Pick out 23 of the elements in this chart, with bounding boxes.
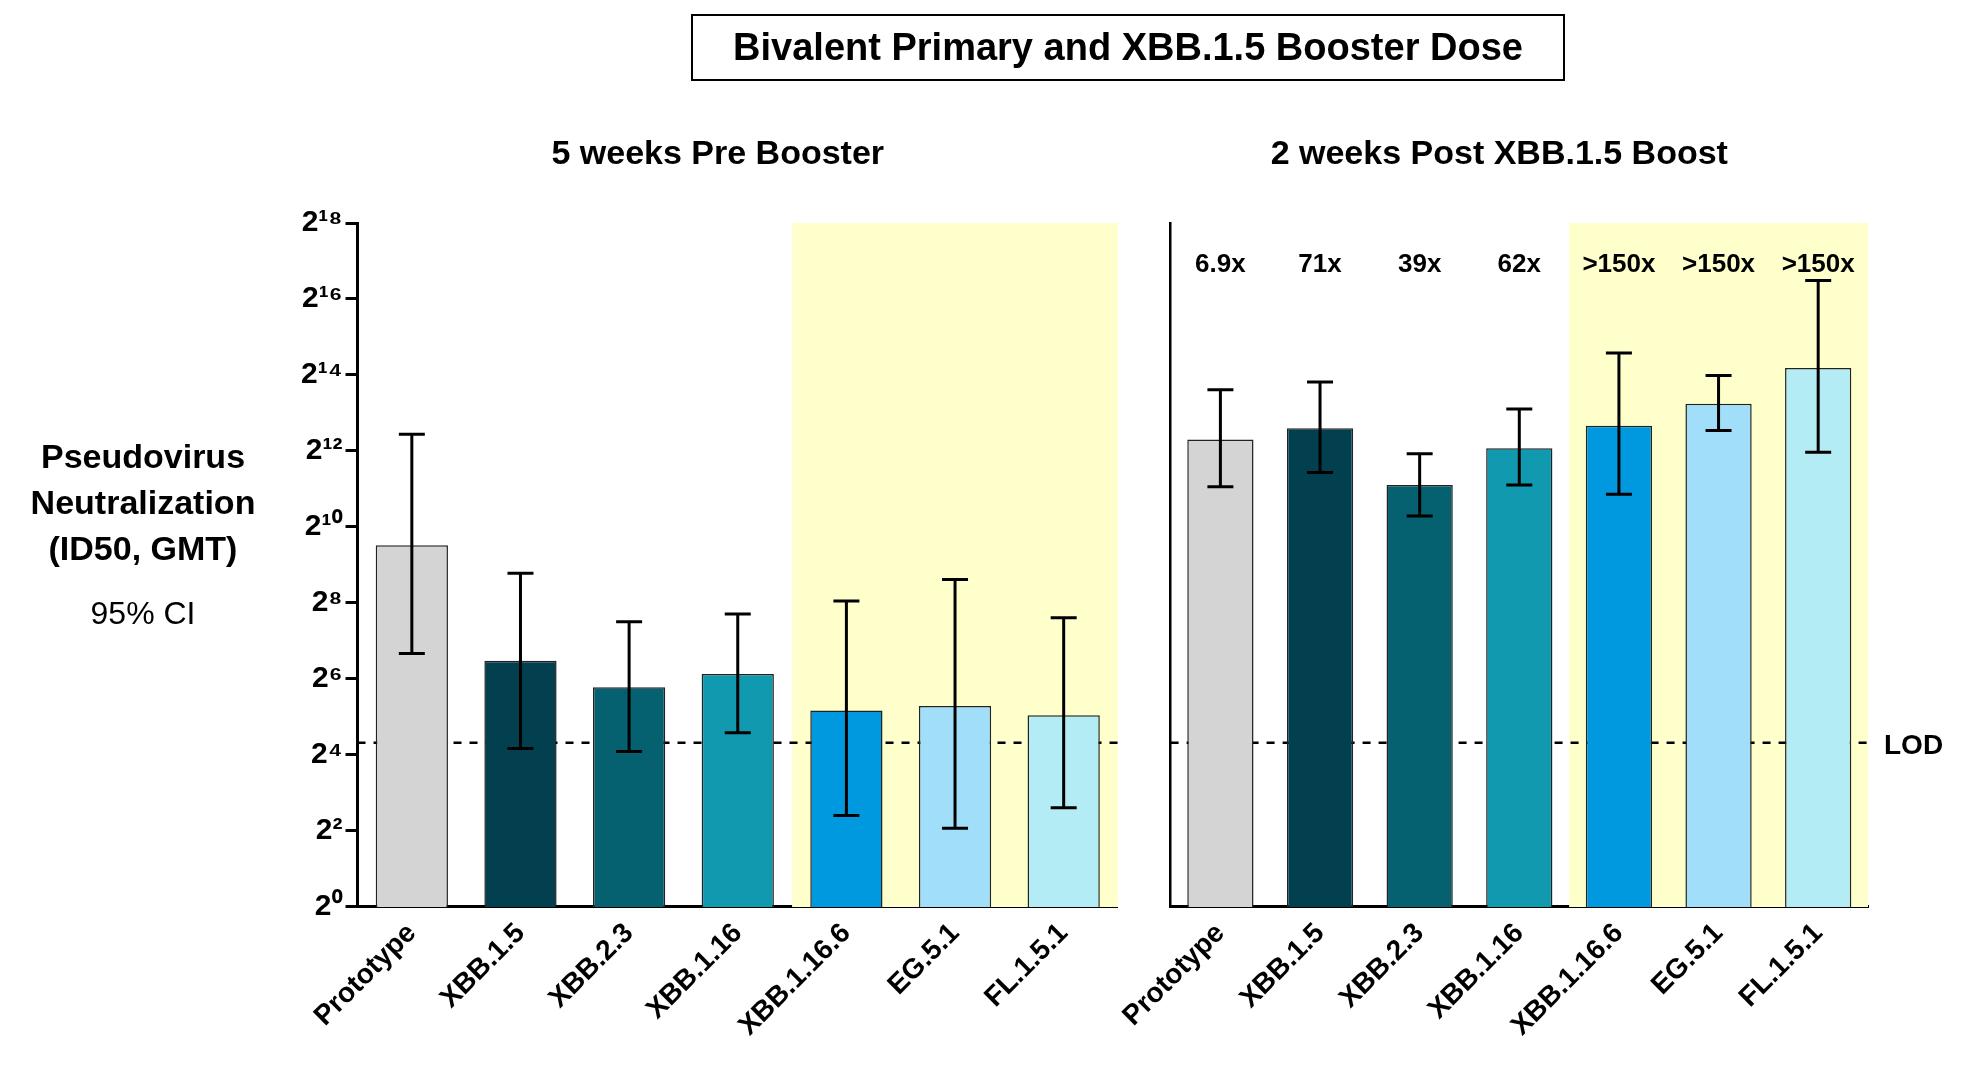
y-tick-label: 2¹⁰ — [304, 508, 343, 542]
y-tick-label: 2⁴ — [310, 736, 343, 770]
annotation: 62x — [1497, 248, 1542, 279]
y-tick-label: 2⁶ — [312, 660, 343, 694]
y-tick-label: 2⁰ — [314, 888, 343, 922]
annotation: 39x — [1397, 248, 1442, 279]
chart-title: Bivalent Primary and XBB.1.5 Booster Dose — [691, 14, 1565, 81]
ref-line-label: LOD — [1884, 729, 1944, 761]
annotation: 6.9x — [1195, 248, 1247, 279]
chart-subtitle: 5 weeks Pre Booster — [551, 133, 885, 172]
annotation: >150x — [1582, 248, 1656, 279]
y-tick-label: 2¹⁴ — [301, 356, 343, 390]
y-tick-label: 2¹⁶ — [302, 280, 343, 314]
y-axis-title: Pseudovirus Neutralization (ID50, GMT) — [30, 437, 256, 568]
y-tick-label: 2¹² — [305, 432, 343, 466]
text: 95% CI — [90, 594, 196, 631]
annotation: >150x — [1682, 248, 1756, 279]
annotation: >150x — [1781, 248, 1856, 279]
chart-subtitle: 2 weeks Post XBB.1.5 Boost — [1270, 133, 1728, 172]
y-tick-label: 2¹⁸ — [301, 204, 343, 238]
y-tick-label: 2² — [315, 812, 343, 846]
annotation: 71x — [1298, 248, 1343, 279]
y-tick-label: 2⁸ — [311, 584, 343, 618]
